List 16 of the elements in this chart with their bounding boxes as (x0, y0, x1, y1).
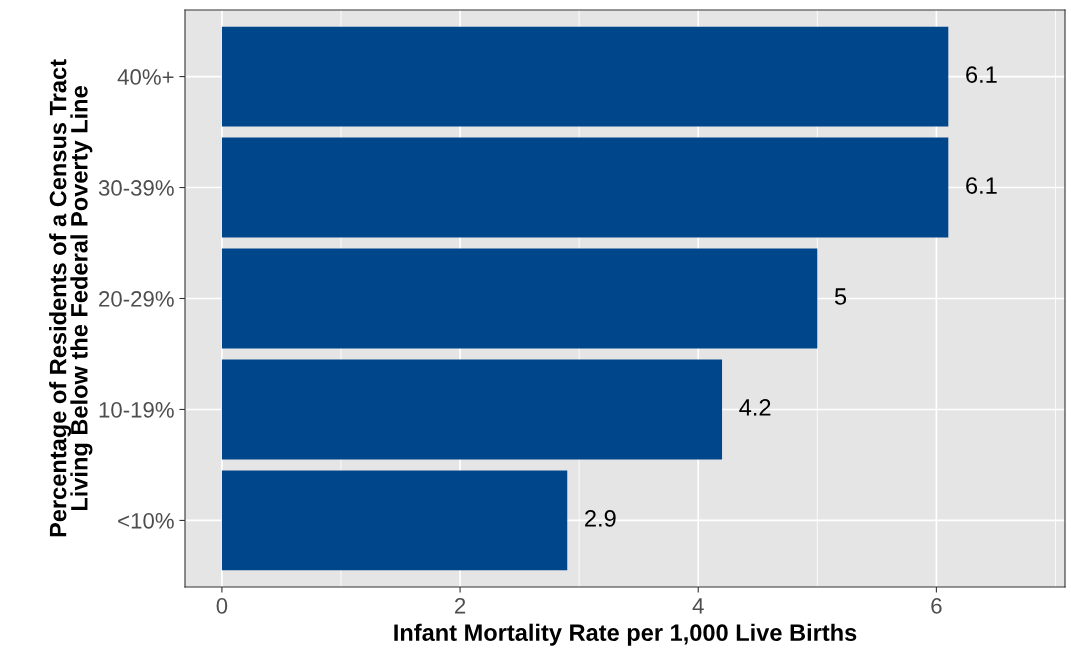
data-label: 2.9 (585, 510, 616, 527)
y-axis-title: Percentage of Residents of a Census Tract Living Below the Federal Poverty Line (49, 59, 93, 537)
y-tick-label: 30-39% (98, 180, 174, 196)
data-label: 5 (834, 288, 847, 305)
y-tick-label: <10% (118, 512, 174, 529)
x-axis-title: Infant Mortality Rate per 1,000 Live Births (394, 623, 857, 646)
x-tick-label: 4 (692, 598, 704, 614)
x-tick-label: 0 (216, 598, 228, 614)
data-label: 6.1 (966, 177, 997, 194)
x-tick-label: 2 (455, 598, 466, 614)
x-tick-label: 6 (931, 598, 942, 614)
data-label: 4.2 (739, 399, 771, 416)
y-tick-label: 10-19% (99, 402, 174, 418)
data-label: 6.1 (966, 66, 997, 83)
y-tick-label: 20-29% (99, 291, 174, 307)
y-tick-label: 40%+ (117, 69, 174, 85)
